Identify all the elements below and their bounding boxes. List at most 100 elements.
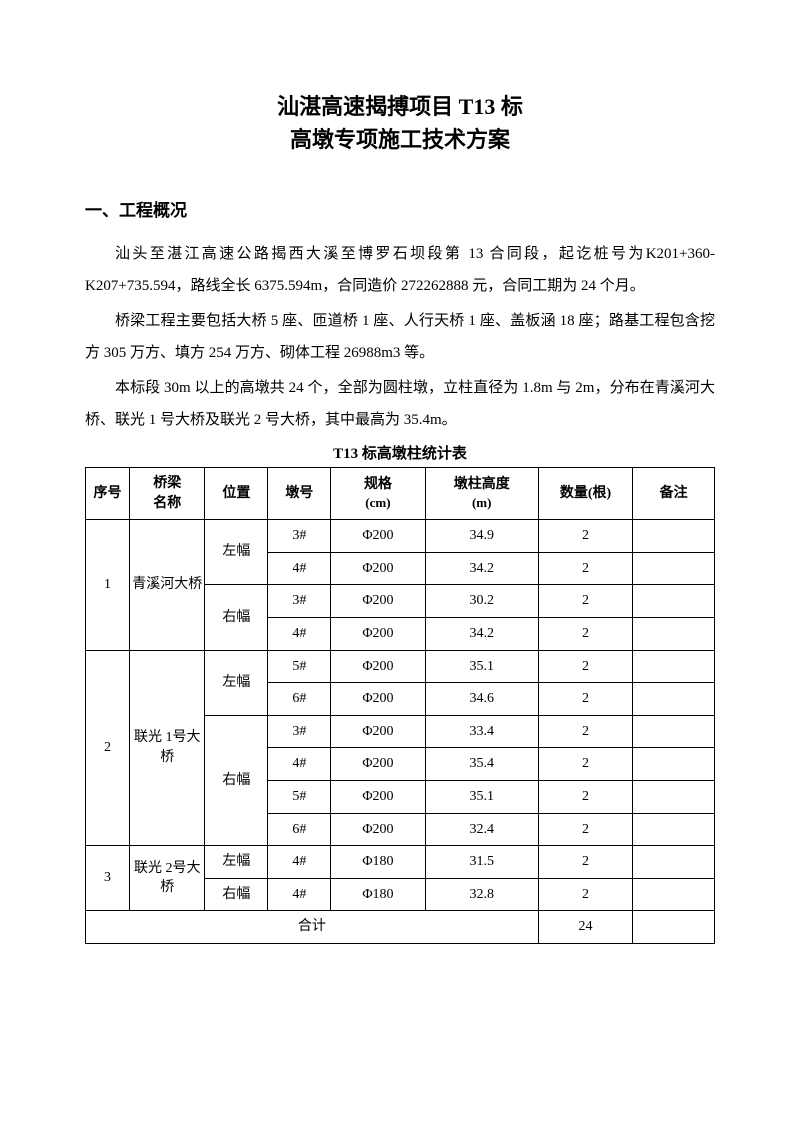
cell-note [633,715,715,748]
cell-total-label: 合计 [86,911,539,944]
th-seq: 序号 [86,468,130,520]
cell-height: 30.2 [425,585,538,618]
cell-pier: 5# [268,650,331,683]
cell-spec: Φ200 [331,780,425,813]
cell-spec: Φ200 [331,650,425,683]
cell-qty: 2 [538,650,632,683]
cell-note [633,780,715,813]
title-line-1: 汕湛高速揭搏项目 T13 标 [85,90,715,123]
th-pos: 位置 [205,468,268,520]
cell-pos: 右幅 [205,878,268,911]
cell-pier: 4# [268,846,331,879]
cell-spec: Φ200 [331,813,425,846]
cell-height: 34.2 [425,617,538,650]
document-title: 汕湛高速揭搏项目 T13 标 高墩专项施工技术方案 [85,90,715,156]
th-spec: 规格 (cm) [331,468,425,520]
table-row: 3 联光 2号大桥 左幅 4# Φ180 31.5 2 [86,846,715,879]
cell-qty: 2 [538,846,632,879]
cell-spec: Φ180 [331,846,425,879]
cell-height: 35.1 [425,780,538,813]
cell-pos: 右幅 [205,585,268,650]
cell-spec: Φ200 [331,585,425,618]
title-line-2: 高墩专项施工技术方案 [85,123,715,156]
cell-qty: 2 [538,748,632,781]
cell-spec: Φ200 [331,617,425,650]
cell-height: 34.9 [425,520,538,553]
th-spec-l1: 规格 [364,477,392,492]
cell-total-qty: 24 [538,911,632,944]
cell-note [633,650,715,683]
th-height-l2: (m) [428,494,536,512]
cell-height: 35.4 [425,748,538,781]
cell-qty: 2 [538,878,632,911]
cell-seq: 2 [86,650,130,846]
th-bridge: 桥梁 名称 [130,468,205,520]
th-bridge-l2: 名称 [153,496,181,511]
cell-pier: 6# [268,813,331,846]
cell-seq: 1 [86,520,130,650]
section-1-para-1: 汕头至湛江高速公路揭西大溪至博罗石坝段第 13 合同段，起讫桩号为K201+36… [85,239,715,302]
cell-bridge: 联光 2号大桥 [130,846,205,911]
th-height-l1: 墩柱高度 [454,477,510,492]
cell-pier: 3# [268,715,331,748]
cell-height: 32.4 [425,813,538,846]
cell-height: 34.6 [425,683,538,716]
cell-bridge: 青溪河大桥 [130,520,205,650]
cell-spec: Φ200 [331,748,425,781]
th-note: 备注 [633,468,715,520]
cell-spec: Φ200 [331,520,425,553]
cell-note [633,683,715,716]
section-1-heading: 一、工程概况 [85,196,715,221]
cell-spec: Φ200 [331,552,425,585]
cell-note [633,846,715,879]
table-row: 1 青溪河大桥 左幅 3# Φ200 34.9 2 [86,520,715,553]
cell-note [633,878,715,911]
cell-spec: Φ200 [331,715,425,748]
cell-height: 31.5 [425,846,538,879]
th-pier: 墩号 [268,468,331,520]
section-1-para-3: 本标段 30m 以上的高墩共 24 个，全部为圆柱墩，立柱直径为 1.8m 与 … [85,373,715,436]
cell-pier: 4# [268,748,331,781]
cell-pos: 左幅 [205,650,268,715]
cell-qty: 2 [538,683,632,716]
th-spec-l2: (cm) [333,494,422,512]
cell-bridge: 联光 1号大桥 [130,650,205,846]
cell-pos: 左幅 [205,520,268,585]
table-total-row: 合计 24 [86,911,715,944]
cell-pier: 4# [268,617,331,650]
cell-note [633,748,715,781]
cell-note [633,911,715,944]
cell-note [633,617,715,650]
cell-pos: 左幅 [205,846,268,879]
cell-pier: 3# [268,520,331,553]
cell-qty: 2 [538,813,632,846]
cell-spec: Φ200 [331,683,425,716]
cell-spec: Φ180 [331,878,425,911]
table-header-row: 序号 桥梁 名称 位置 墩号 规格 (cm) 墩柱高度 (m) 数量(根) 备注 [86,468,715,520]
th-bridge-l1: 桥梁 [153,476,181,491]
cell-height: 33.4 [425,715,538,748]
cell-qty: 2 [538,780,632,813]
cell-pier: 6# [268,683,331,716]
cell-height: 32.8 [425,878,538,911]
cell-note [633,585,715,618]
cell-qty: 2 [538,715,632,748]
cell-pier: 5# [268,780,331,813]
cell-note [633,520,715,553]
cell-height: 35.1 [425,650,538,683]
section-1-para-2: 桥梁工程主要包括大桥 5 座、匝道桥 1 座、人行天桥 1 座、盖板涵 18 座… [85,306,715,369]
cell-pier: 4# [268,878,331,911]
table-row: 2 联光 1号大桥 左幅 5# Φ200 35.1 2 [86,650,715,683]
cell-height: 34.2 [425,552,538,585]
table-caption: T13 标高墩柱统计表 [85,442,715,463]
cell-seq: 3 [86,846,130,911]
cell-qty: 2 [538,552,632,585]
th-qty: 数量(根) [538,468,632,520]
cell-note [633,552,715,585]
cell-pier: 4# [268,552,331,585]
cell-qty: 2 [538,617,632,650]
cell-qty: 2 [538,520,632,553]
cell-note [633,813,715,846]
cell-pier: 3# [268,585,331,618]
pier-statistics-table: 序号 桥梁 名称 位置 墩号 规格 (cm) 墩柱高度 (m) 数量(根) 备注… [85,467,715,944]
